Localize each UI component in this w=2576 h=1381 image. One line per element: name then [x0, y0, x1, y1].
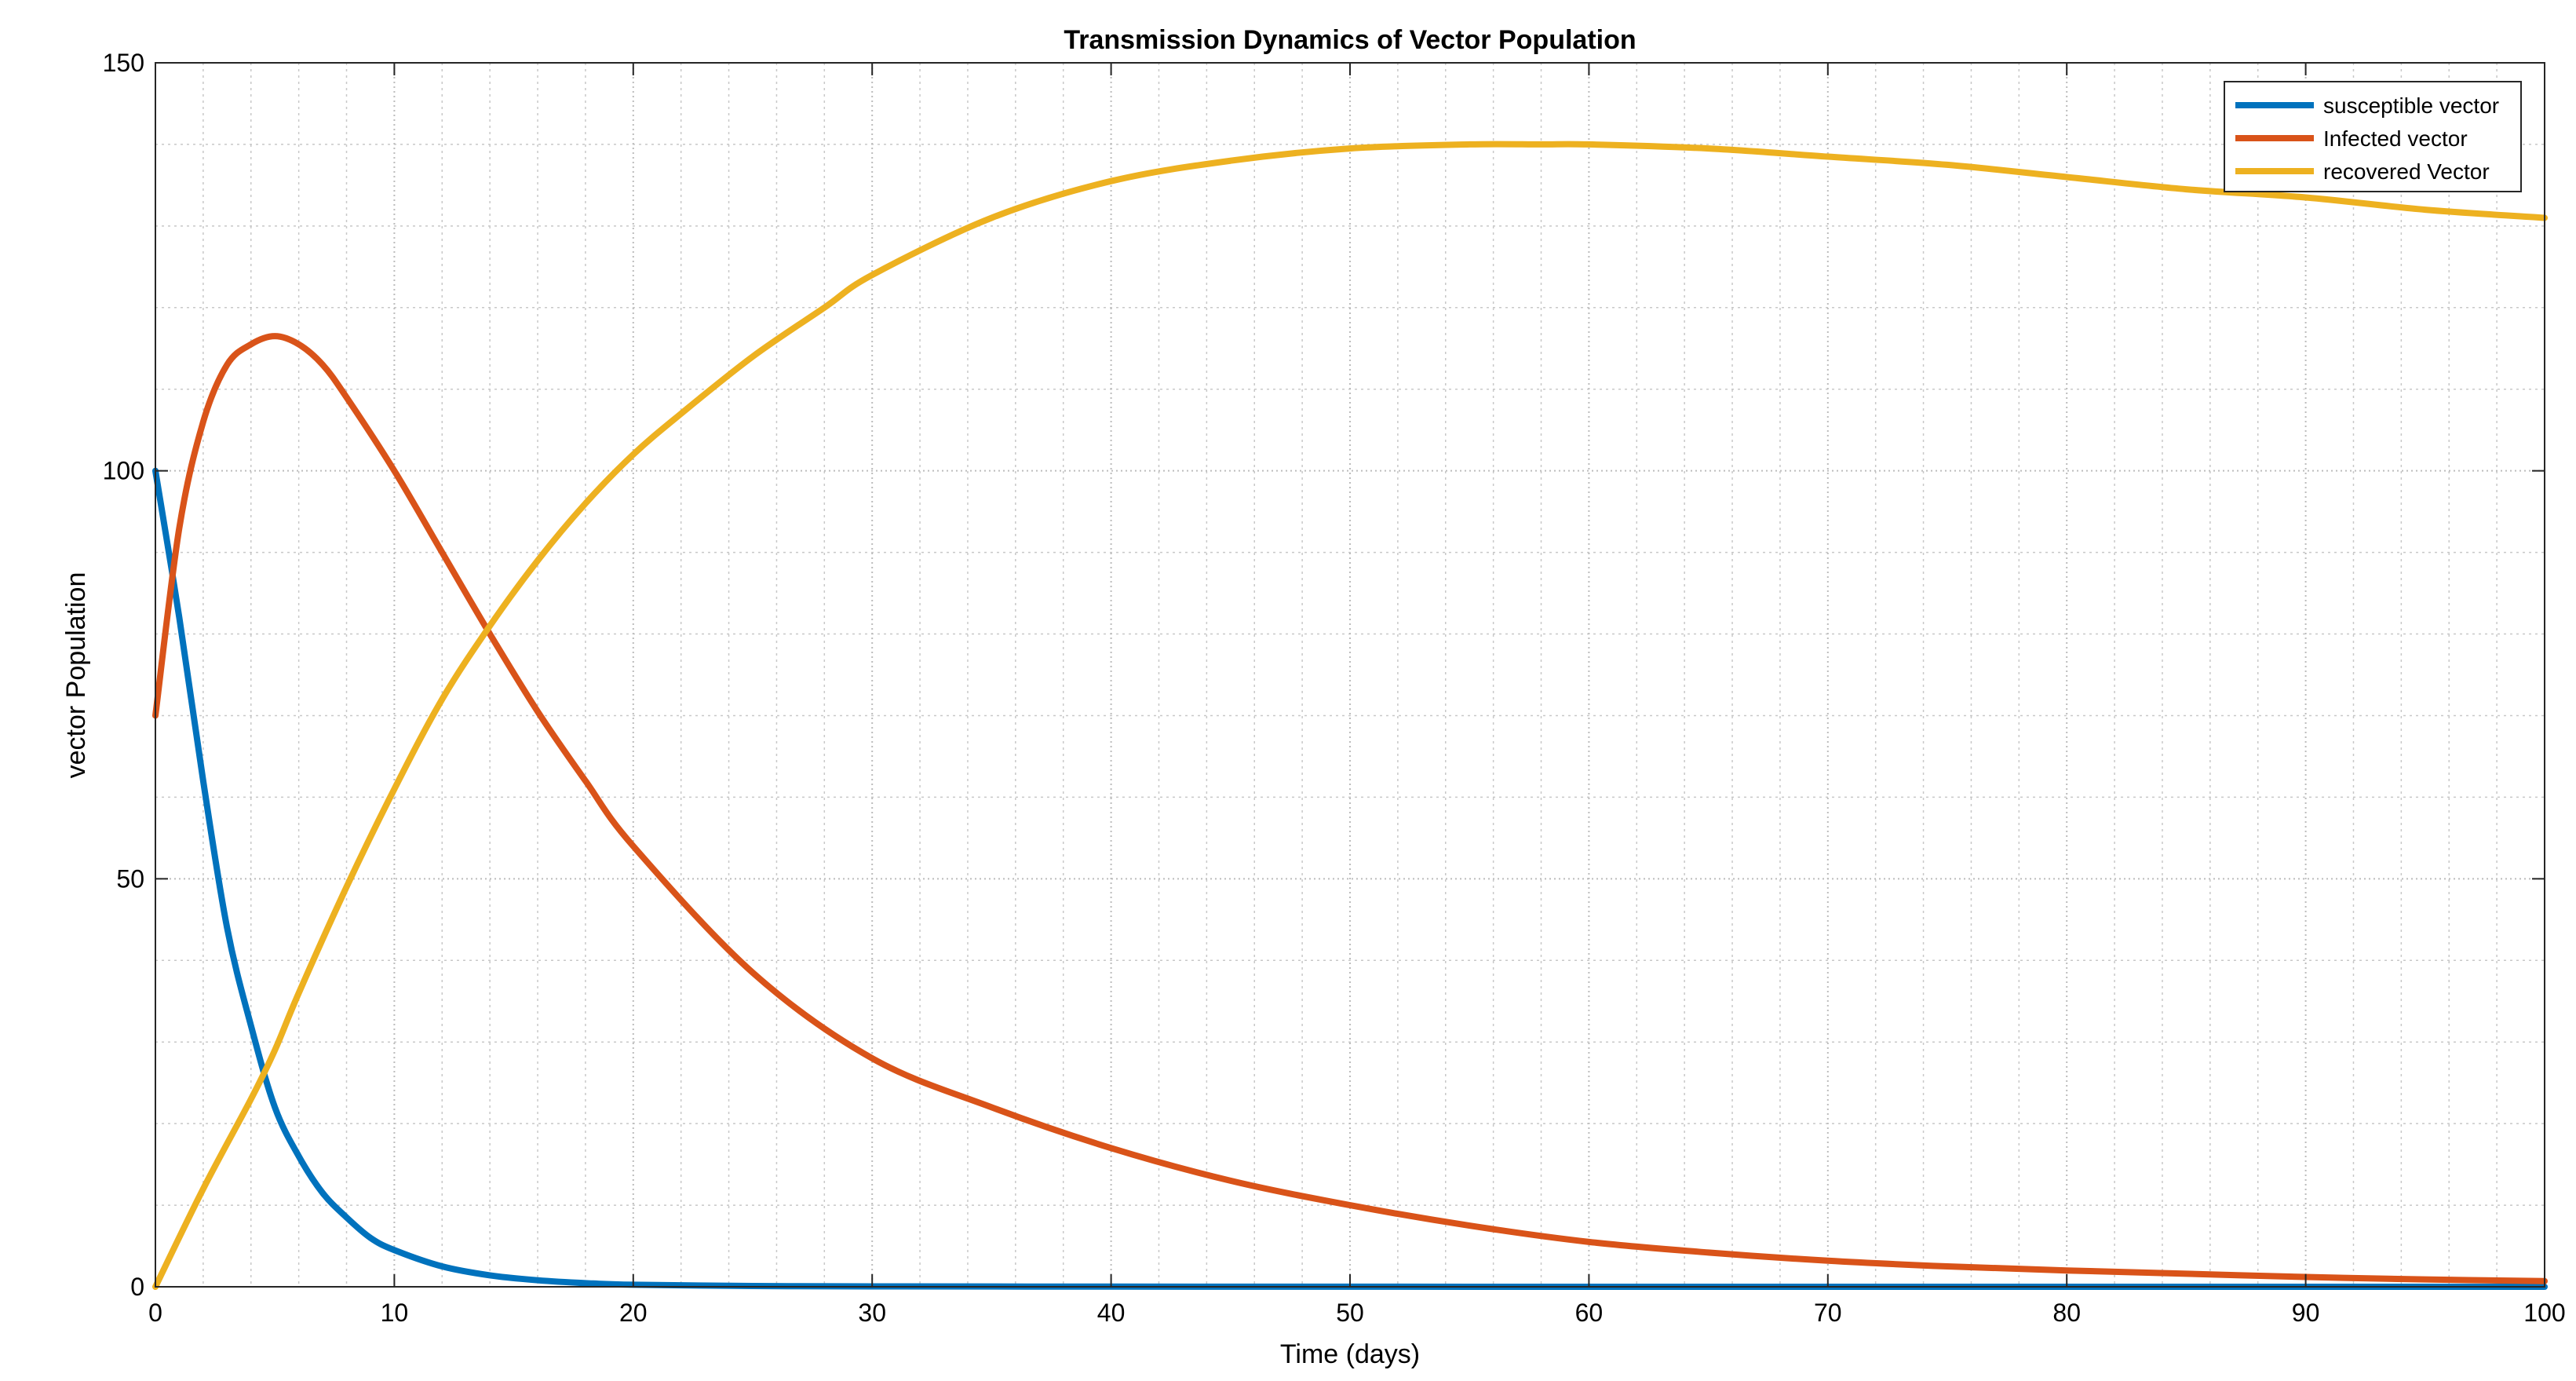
x-tick-label: 80	[2052, 1299, 2081, 1327]
x-tick-label: 90	[2292, 1299, 2320, 1327]
y-tick-label: 100	[103, 457, 144, 485]
x-tick-label: 30	[858, 1299, 886, 1327]
x-tick-label: 50	[1336, 1299, 1364, 1327]
x-tick-label: 70	[1814, 1299, 1842, 1327]
x-tick-label: 100	[2523, 1299, 2565, 1327]
series-line-recovered-vector	[152, 141, 2548, 1290]
legend-label-susceptible-vector: susceptible vector	[2323, 93, 2499, 118]
series-line-infected-vector	[152, 333, 2548, 1284]
y-axis-label: vector Population	[61, 572, 91, 779]
axis-ticks	[155, 62, 2545, 1288]
legend: susceptible vector Infected vector recover…	[2224, 81, 2522, 192]
x-tick-label: 40	[1097, 1299, 1126, 1327]
x-tick-label: 0	[148, 1299, 162, 1327]
x-tick-label: 60	[1575, 1299, 1604, 1327]
y-tick-labels: 0 50 100 150	[103, 49, 144, 1301]
chart-title: Transmission Dynamics of Vector Populati…	[1064, 25, 1636, 55]
legend-label-infected-vector: Infected vector	[2323, 126, 2468, 151]
x-tick-label: 10	[381, 1299, 409, 1327]
x-tick-labels: 0 10 20 30 40 50 60 70 80 90 100	[148, 1299, 2566, 1327]
x-axis-label: Time (days)	[1280, 1339, 1420, 1369]
y-tick-label: 50	[116, 864, 144, 893]
y-tick-label: 0	[130, 1273, 144, 1301]
y-tick-label: 150	[103, 49, 144, 77]
x-tick-label: 20	[619, 1299, 648, 1327]
legend-label-recovered-vector: recovered Vector	[2323, 159, 2490, 184]
